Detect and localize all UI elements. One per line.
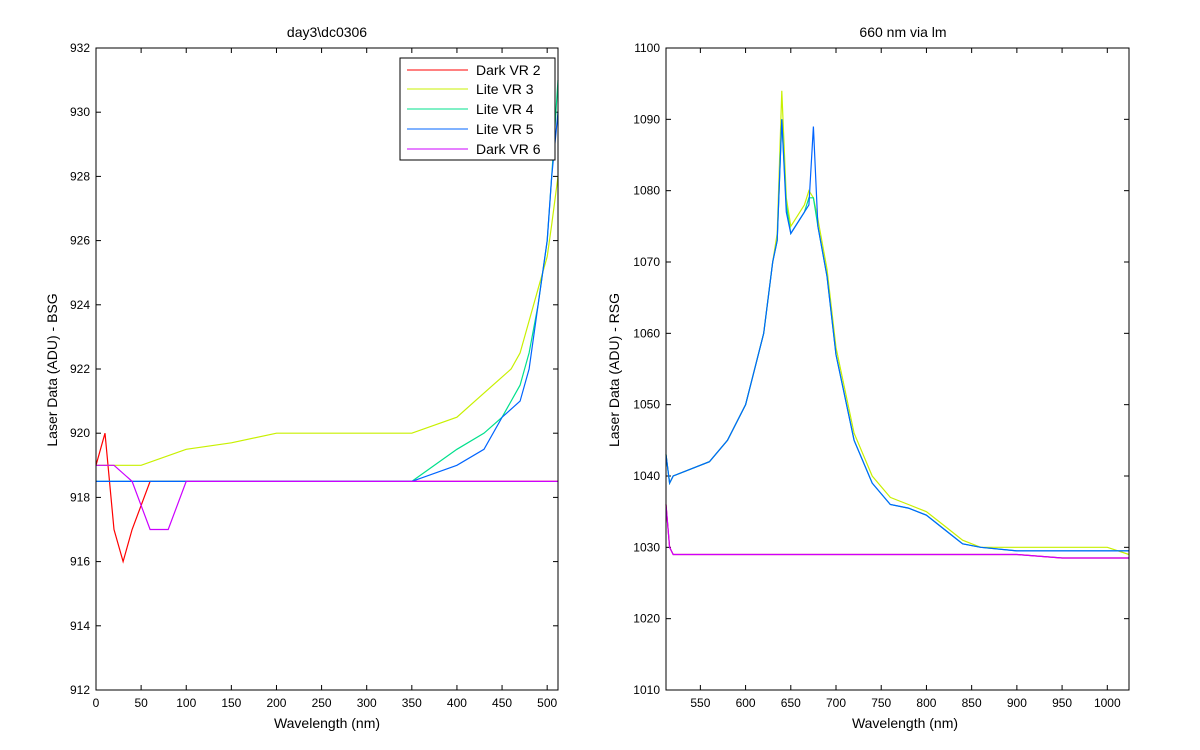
right-chart: 660 nm via lm Wavelength (nm) Laser Data…: [606, 24, 1130, 731]
legend-item: Lite VR 5: [407, 121, 534, 137]
legend-item: Lite VR 3: [407, 81, 534, 97]
left-x-tick-label: 0: [93, 696, 100, 710]
right-x-tick-label: 950: [1052, 696, 1072, 710]
left-y-tick-label: 914: [70, 619, 90, 633]
legend-label: Lite VR 3: [476, 81, 534, 97]
legend-item: Dark VR 6: [407, 141, 541, 157]
left-y-tick-label: 926: [70, 234, 90, 248]
right-y-tick-label: 1090: [633, 112, 660, 126]
legend-item: Dark VR 2: [407, 62, 541, 78]
left-x-tick-label: 100: [176, 696, 196, 710]
left-y-tick-label: 920: [70, 426, 90, 440]
left-series-dark-vr-6: [96, 464, 558, 531]
legend-item: Lite VR 4: [407, 101, 534, 117]
right-axis-ticks: 550 600 650 700 750 800 850 900 950 1000 1010 1020 1…: [633, 41, 1129, 710]
left-x-tick-label: 450: [492, 696, 512, 710]
right-y-tick-label: 1100: [634, 41, 660, 55]
right-x-tick-label: 550: [690, 696, 710, 710]
right-y-tick-label: 1020: [633, 612, 660, 626]
left-x-tick-label: 500: [537, 696, 557, 710]
right-y-tick-label: 1030: [633, 540, 660, 554]
left-y-tick-label: 932: [70, 41, 90, 55]
left-y-tick-label: 928: [70, 169, 90, 183]
left-chart-title: day3\dc0306: [287, 24, 367, 40]
left-series-lite-vr-5: [96, 112, 559, 482]
right-series-dark-vr-6: [665, 504, 1129, 559]
legend: Dark VR 2 Lite VR 3 Lite VR 4 Lite VR 5 …: [399, 57, 556, 161]
left-x-tick-label: 300: [357, 696, 377, 710]
left-y-tick-label: 924: [70, 298, 90, 312]
right-x-tick-label: 700: [826, 696, 846, 710]
right-series-group: [665, 90, 1130, 559]
right-series-dark-vr-2: [665, 504, 1129, 559]
left-x-tick-label: 150: [221, 696, 241, 710]
left-x-tick-label: 200: [266, 696, 286, 710]
right-chart-title: 660 nm via lm: [859, 24, 946, 40]
legend-label: Dark VR 2: [476, 62, 541, 78]
right-x-tick-label: 600: [736, 696, 756, 710]
right-y-tick-label: 1060: [633, 326, 660, 340]
legend-label: Lite VR 5: [476, 121, 534, 137]
left-series-dark-vr-2: [95, 433, 558, 564]
right-y-axis-label: Laser Data (ADU) - RSG: [606, 293, 622, 447]
left-x-axis-label: Wavelength (nm): [274, 715, 380, 731]
left-x-tick-label: 400: [447, 696, 467, 710]
left-y-tick-label: 922: [70, 362, 90, 376]
right-x-tick-label: 800: [916, 696, 936, 710]
right-y-tick-label: 1070: [633, 255, 660, 269]
right-x-tick-label: 1000: [1094, 696, 1121, 710]
left-y-tick-label: 930: [70, 105, 90, 119]
right-series-lite-vr-4: [665, 119, 1129, 552]
right-x-tick-label: 850: [962, 696, 982, 710]
left-y-tick-label: 916: [70, 555, 90, 569]
left-y-axis-label: Laser Data (ADU) - BSG: [44, 293, 60, 446]
left-x-tick-label: 350: [402, 696, 422, 710]
left-x-tick-label: 250: [312, 696, 332, 710]
left-axis-ticks: 0 50 100 150 200 250 300 350 400 450 500 912 914 916 9…: [70, 41, 558, 710]
right-series-lite-vr-3: [665, 90, 1130, 556]
left-series-lite-vr-3: [96, 176, 559, 466]
left-y-tick-label: 912: [70, 683, 90, 697]
right-y-tick-label: 1050: [633, 398, 660, 412]
left-series-group: [95, 80, 559, 564]
legend-label: Lite VR 4: [476, 101, 534, 117]
left-y-tick-label: 918: [70, 490, 90, 504]
left-plot-frame: [95, 47, 559, 691]
right-y-tick-label: 1040: [633, 469, 660, 483]
left-chart: day3\dc0306 Wavelength (nm) Laser Data (…: [44, 24, 559, 731]
right-y-tick-label: 1080: [633, 184, 660, 198]
right-x-axis-label: Wavelength (nm): [852, 715, 958, 731]
right-x-tick-label: 650: [781, 696, 801, 710]
right-series-lite-vr-5: [665, 119, 1129, 552]
right-x-tick-label: 750: [871, 696, 891, 710]
right-x-tick-label: 900: [1007, 696, 1027, 710]
legend-label: Dark VR 6: [476, 141, 541, 157]
right-y-tick-label: 1010: [633, 683, 660, 697]
left-x-tick-label: 50: [134, 696, 148, 710]
right-plot-frame: [665, 47, 1130, 691]
